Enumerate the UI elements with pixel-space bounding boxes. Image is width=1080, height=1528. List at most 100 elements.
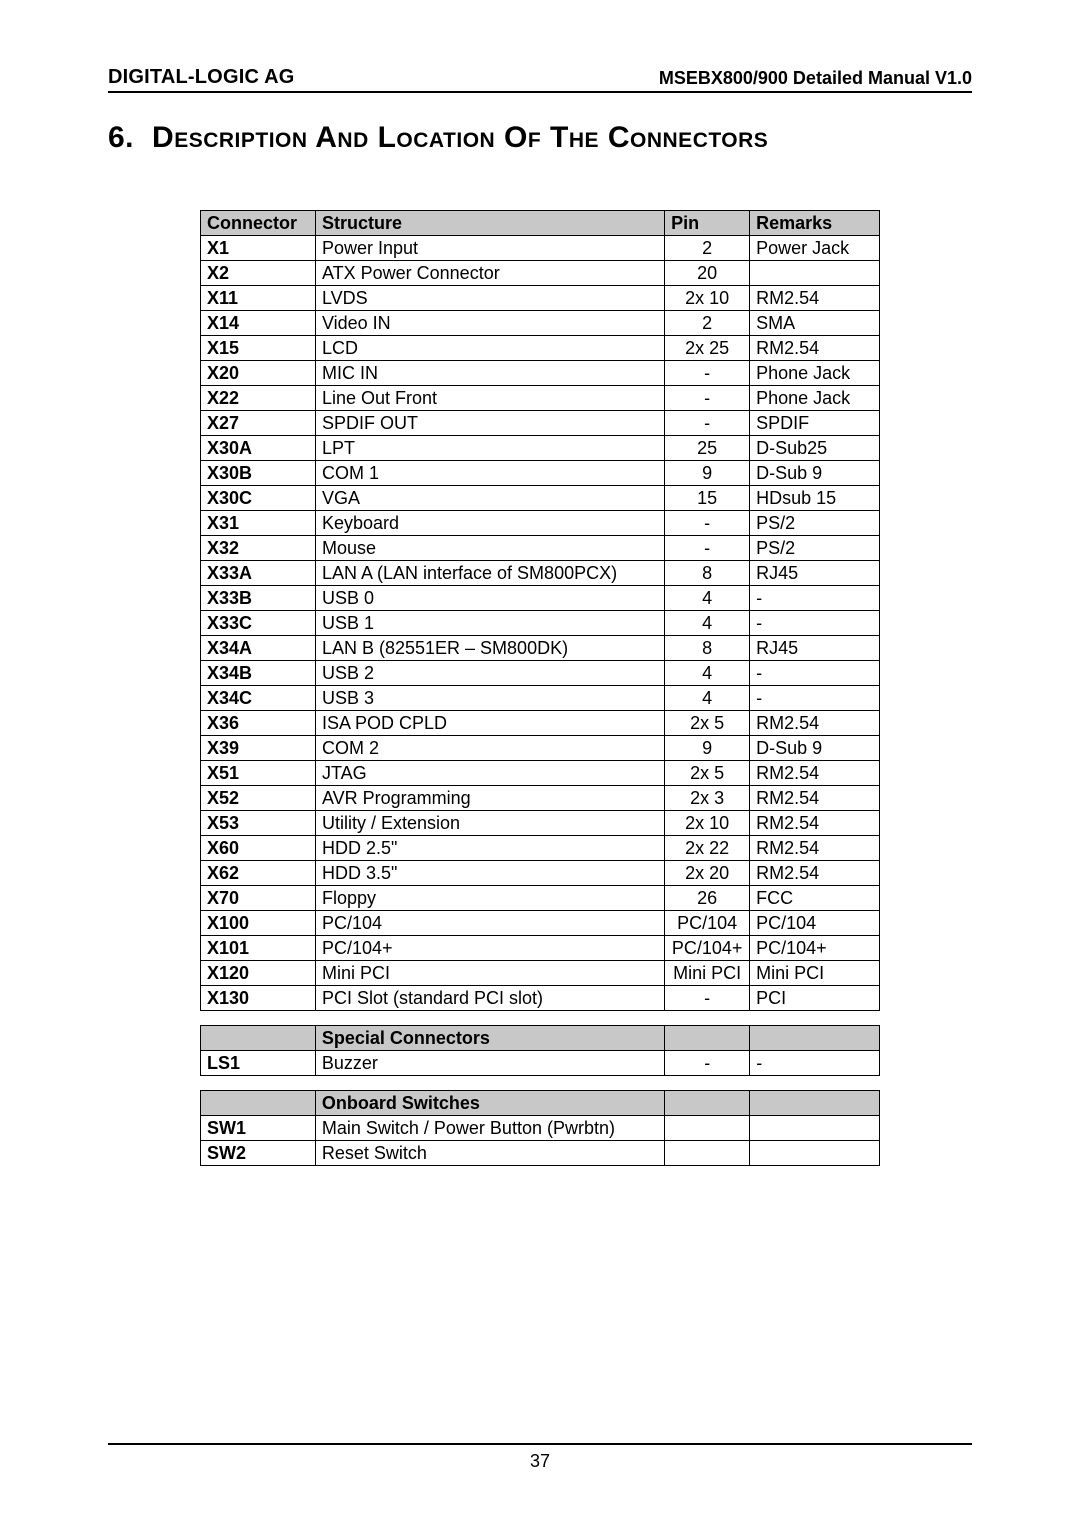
- connectors-table: ConnectorStructurePinRemarksX1Power Inpu…: [200, 210, 880, 1011]
- table-row: X30ALPT25D-Sub25: [201, 436, 880, 461]
- table-cell: D-Sub 9: [750, 461, 880, 486]
- table-cell: X2: [201, 261, 316, 286]
- table-cell: X15: [201, 336, 316, 361]
- table-row: X60HDD 2.5"2x 22RM2.54: [201, 836, 880, 861]
- section-title: 6.Description And Location Of The Connec…: [108, 121, 972, 155]
- table-row: X33BUSB 04-: [201, 586, 880, 611]
- table-cell: SW1: [201, 1116, 316, 1141]
- table-cell: PC/104: [665, 911, 750, 936]
- table-cell: RM2.54: [750, 336, 880, 361]
- table-cell: 4: [665, 611, 750, 636]
- table-cell: X60: [201, 836, 316, 861]
- onboard-switches-table: Onboard SwitchesSW1Main Switch / Power B…: [200, 1090, 880, 1166]
- table-cell: LPT: [315, 436, 664, 461]
- table-cell: X30A: [201, 436, 316, 461]
- table-cell: X30C: [201, 486, 316, 511]
- table-row: SW1Main Switch / Power Button (Pwrbtn): [201, 1116, 880, 1141]
- table-cell: RM2.54: [750, 711, 880, 736]
- table-cell: -: [750, 1051, 880, 1076]
- table-cell: [750, 1141, 880, 1166]
- table-cell: D-Sub25: [750, 436, 880, 461]
- table-cell: X101: [201, 936, 316, 961]
- table-cell: [750, 261, 880, 286]
- table-cell: RM2.54: [750, 761, 880, 786]
- table-cell: -: [750, 661, 880, 686]
- table-cell: 2x 3: [665, 786, 750, 811]
- table-header-cell: Remarks: [750, 211, 880, 236]
- table-row: X15LCD2x 25RM2.54: [201, 336, 880, 361]
- table-header-row: Special Connectors: [201, 1026, 880, 1051]
- table-cell: X34A: [201, 636, 316, 661]
- table-row: X11LVDS2x 10RM2.54: [201, 286, 880, 311]
- table-row: X130PCI Slot (standard PCI slot)-PCI: [201, 986, 880, 1011]
- table-cell: PC/104: [315, 911, 664, 936]
- table-header-cell: Connector: [201, 211, 316, 236]
- table-cell: Utility / Extension: [315, 811, 664, 836]
- table-cell: X53: [201, 811, 316, 836]
- table-cell: D-Sub 9: [750, 736, 880, 761]
- table-cell: ISA POD CPLD: [315, 711, 664, 736]
- table-cell: PC/104+: [665, 936, 750, 961]
- table-cell: X27: [201, 411, 316, 436]
- table-cell: RM2.54: [750, 836, 880, 861]
- table-row: X14Video IN2SMA: [201, 311, 880, 336]
- table-row: X62HDD 3.5"2x 20RM2.54: [201, 861, 880, 886]
- table-cell: USB 1: [315, 611, 664, 636]
- table-cell: X11: [201, 286, 316, 311]
- table-row: X32Mouse-PS/2: [201, 536, 880, 561]
- table-cell: LCD: [315, 336, 664, 361]
- table-cell: -: [665, 1051, 750, 1076]
- table-cell: 4: [665, 686, 750, 711]
- table-row: X36ISA POD CPLD2x 5RM2.54: [201, 711, 880, 736]
- table-cell: RM2.54: [750, 786, 880, 811]
- table-cell: RJ45: [750, 636, 880, 661]
- table-cell: X130: [201, 986, 316, 1011]
- table-cell: X100: [201, 911, 316, 936]
- table-header-cell: [665, 1091, 750, 1116]
- table-row: X53Utility / Extension2x 10RM2.54: [201, 811, 880, 836]
- table-cell: Mini PCI: [665, 961, 750, 986]
- table-cell: RJ45: [750, 561, 880, 586]
- table-header-row: ConnectorStructurePinRemarks: [201, 211, 880, 236]
- table-header-cell: [750, 1026, 880, 1051]
- table-cell: Mouse: [315, 536, 664, 561]
- table-header-cell: [665, 1026, 750, 1051]
- table-cell: Power Jack: [750, 236, 880, 261]
- table-cell: X22: [201, 386, 316, 411]
- table-row: X31Keyboard-PS/2: [201, 511, 880, 536]
- table-cell: Buzzer: [315, 1051, 665, 1076]
- table-header-cell: Structure: [315, 211, 664, 236]
- table-cell: Floppy: [315, 886, 664, 911]
- section-text: Description And Location Of The Connecto…: [152, 121, 768, 154]
- table-cell: X36: [201, 711, 316, 736]
- table-header-cell: Pin: [665, 211, 750, 236]
- table-cell: X1: [201, 236, 316, 261]
- table-cell: 20: [665, 261, 750, 286]
- table-row: LS1Buzzer--: [201, 1051, 880, 1076]
- table-cell: COM 1: [315, 461, 664, 486]
- table-header-row: Onboard Switches: [201, 1091, 880, 1116]
- table-cell: X52: [201, 786, 316, 811]
- table-cell: X33B: [201, 586, 316, 611]
- table-cell: SPDIF: [750, 411, 880, 436]
- table-row: X34ALAN B (82551ER – SM800DK)8RJ45: [201, 636, 880, 661]
- table-cell: PS/2: [750, 536, 880, 561]
- table-cell: -: [750, 686, 880, 711]
- table-cell: X30B: [201, 461, 316, 486]
- table-cell: [665, 1116, 750, 1141]
- page-footer: 37: [108, 1443, 972, 1472]
- header-right: MSEBX800/900 Detailed Manual V1.0: [659, 68, 972, 89]
- table-cell: FCC: [750, 886, 880, 911]
- table-cell: PS/2: [750, 511, 880, 536]
- table-cell: X120: [201, 961, 316, 986]
- table-cell: 4: [665, 586, 750, 611]
- table-cell: LS1: [201, 1051, 316, 1076]
- table-cell: Phone Jack: [750, 361, 880, 386]
- table-cell: 26: [665, 886, 750, 911]
- table-cell: SPDIF OUT: [315, 411, 664, 436]
- table-row: X100PC/104PC/104PC/104: [201, 911, 880, 936]
- table-cell: -: [665, 386, 750, 411]
- table-row: X2ATX Power Connector20: [201, 261, 880, 286]
- table-cell: X51: [201, 761, 316, 786]
- table-cell: 2: [665, 311, 750, 336]
